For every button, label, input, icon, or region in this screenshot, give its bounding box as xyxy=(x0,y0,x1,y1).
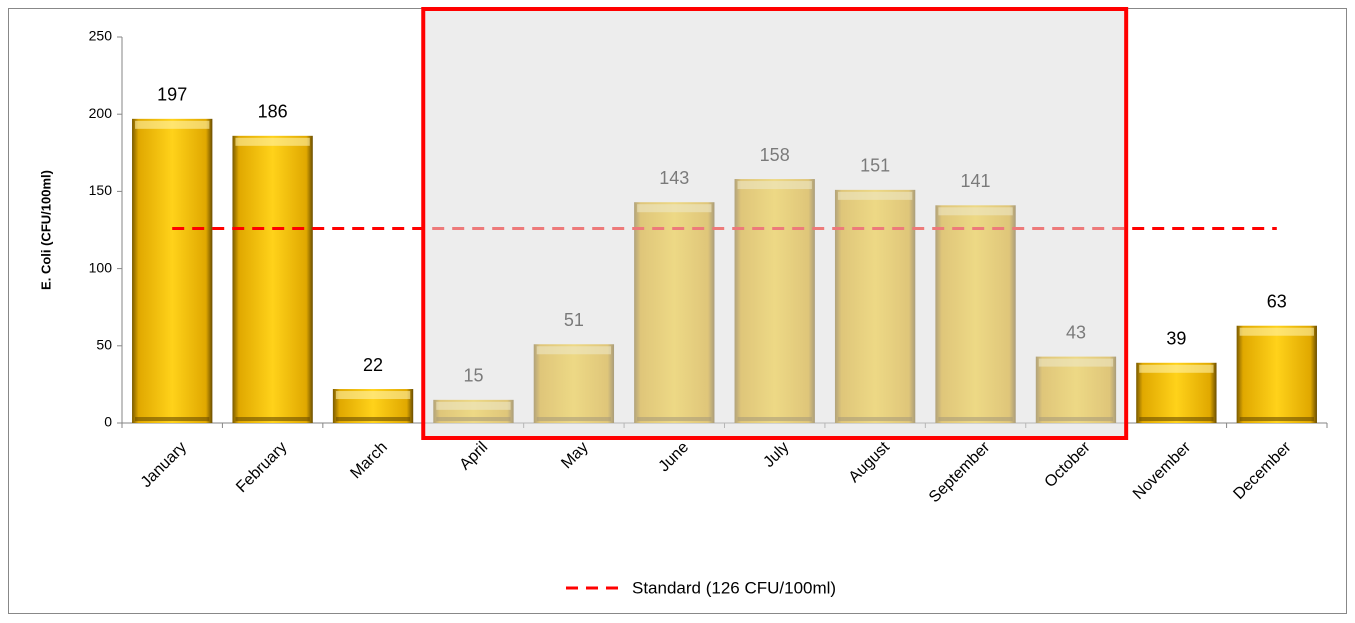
y-tick-label: 100 xyxy=(89,259,113,275)
bar-bevel xyxy=(1139,417,1214,421)
y-tick-label: 200 xyxy=(89,105,113,121)
bar xyxy=(1236,325,1317,423)
bar-bevel xyxy=(135,417,210,421)
bar-bevel xyxy=(1239,417,1314,421)
bar-bevel xyxy=(135,120,210,129)
data-label: 186 xyxy=(258,102,288,122)
highlight-fill xyxy=(423,8,1127,438)
bar xyxy=(132,118,213,423)
bar-bevel xyxy=(1239,327,1314,336)
y-tick-label: 250 xyxy=(89,28,113,44)
data-label: 63 xyxy=(1267,291,1287,311)
bar-bevel xyxy=(335,417,411,421)
bar xyxy=(1136,362,1217,423)
data-label: 197 xyxy=(157,85,187,105)
data-label: 22 xyxy=(363,355,383,375)
y-tick-label: 50 xyxy=(96,337,112,353)
legend-label: Standard (126 CFU/100ml) xyxy=(632,578,836,597)
highlight-box xyxy=(421,7,1129,440)
bar-bevel xyxy=(235,137,310,146)
bar-bevel xyxy=(335,391,411,400)
bar xyxy=(232,135,313,424)
data-label: 39 xyxy=(1166,329,1186,349)
bar-bevel xyxy=(1139,364,1214,373)
y-axis-title: E. Coli (CFU/100ml) xyxy=(38,170,53,290)
y-tick-label: 0 xyxy=(104,414,112,430)
y-tick-label: 150 xyxy=(89,182,113,198)
bar-bevel xyxy=(235,417,310,421)
